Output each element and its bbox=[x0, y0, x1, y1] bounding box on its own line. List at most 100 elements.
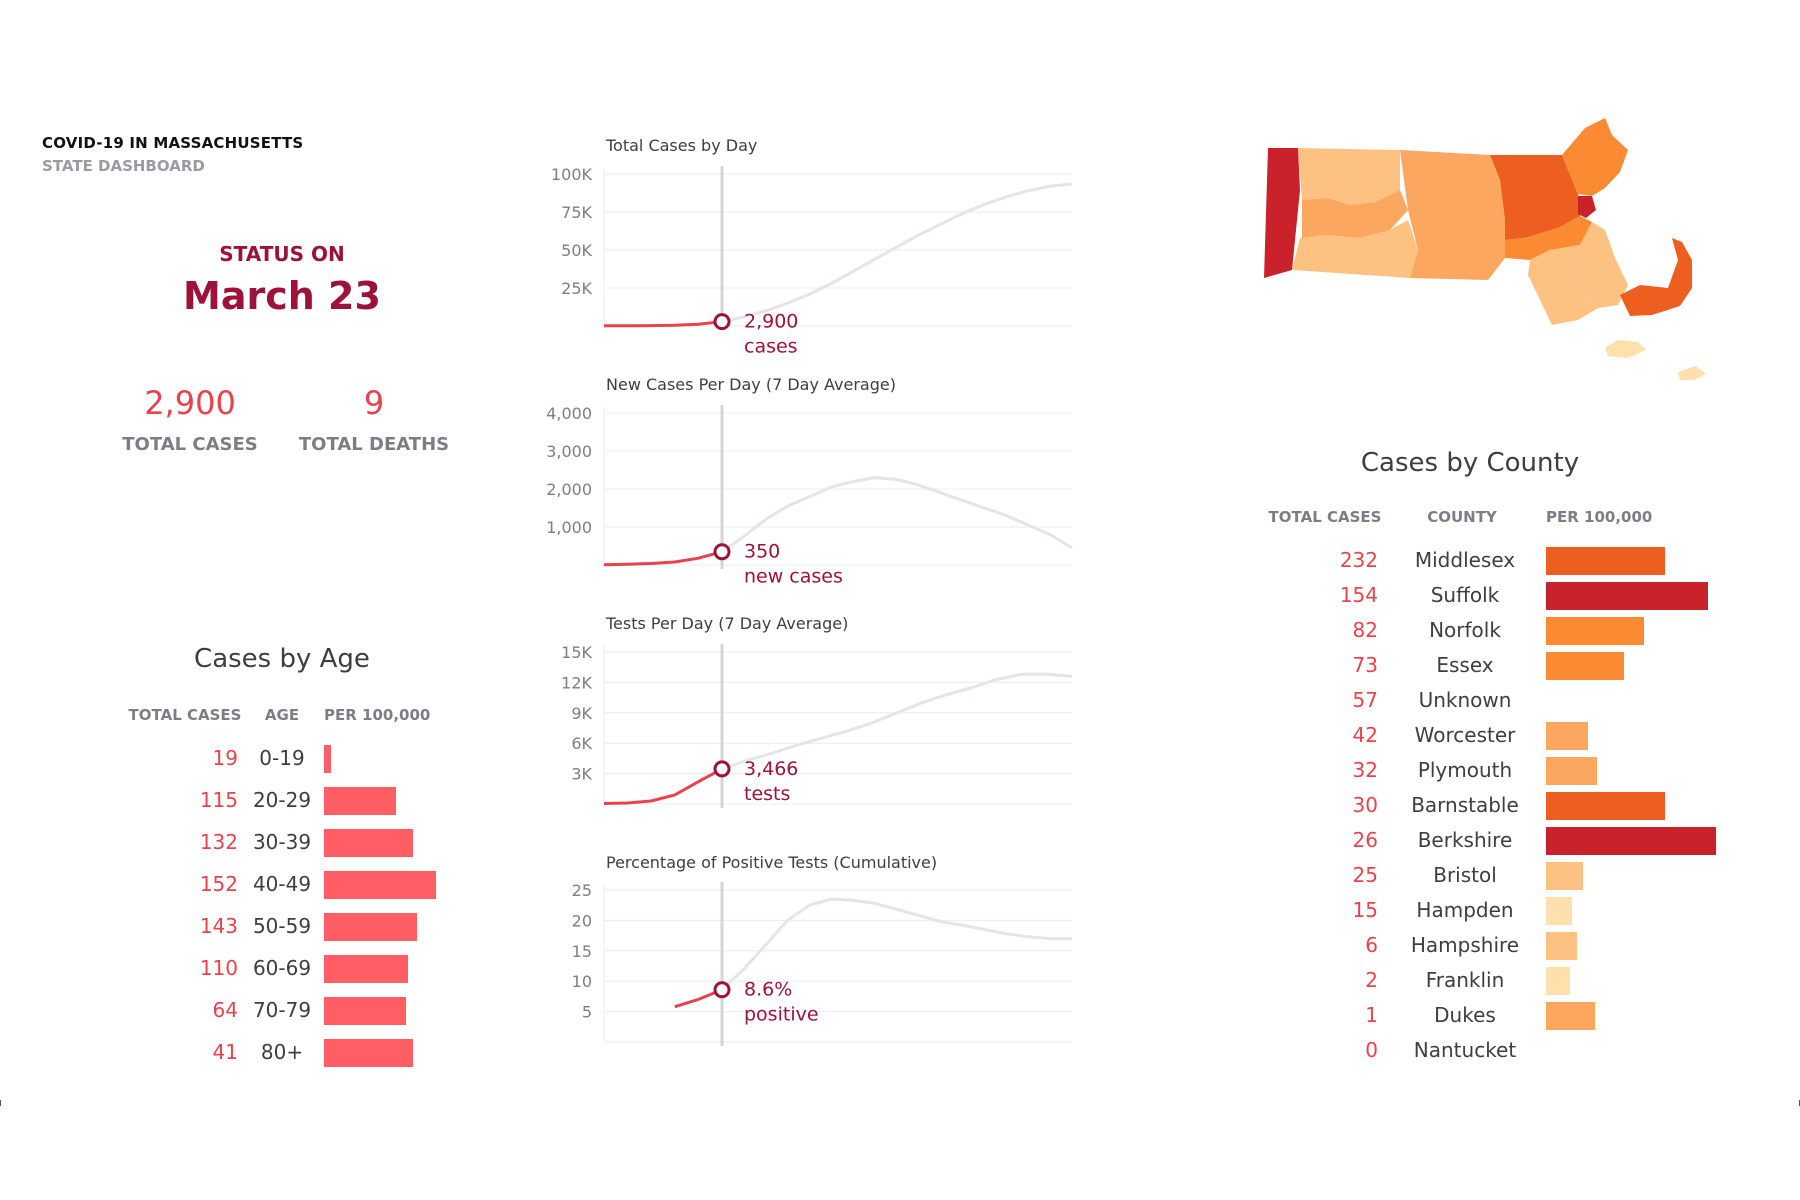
age-row-per-100k-bar bbox=[324, 829, 414, 857]
y-tick-label: 15 bbox=[572, 942, 592, 961]
county-section-title: Cases by County bbox=[1360, 448, 1580, 478]
total-cases-label: TOTAL CASES bbox=[122, 434, 258, 455]
age-row-label: 70-79 bbox=[252, 998, 312, 1022]
county-row-total-cases: 32 bbox=[1352, 758, 1378, 782]
age-row-per-100k-bar bbox=[324, 871, 436, 899]
age-row-total-cases: 19 bbox=[212, 746, 238, 770]
age-col-age: AGE bbox=[264, 706, 300, 724]
county-row-label: Dukes bbox=[1434, 1003, 1496, 1027]
county-berkshire bbox=[1264, 148, 1300, 278]
county-worcester bbox=[1400, 150, 1505, 280]
chart-title: Total Cases by Day bbox=[605, 136, 757, 155]
y-tick-label: 100K bbox=[551, 165, 593, 184]
annotation-label: tests bbox=[744, 783, 790, 805]
age-row-total-cases: 115 bbox=[199, 788, 238, 812]
county-essex bbox=[1562, 118, 1628, 196]
age-row-label: 0-19 bbox=[259, 746, 305, 770]
county-row-total-cases: 154 bbox=[1339, 583, 1378, 607]
annotation-label: cases bbox=[744, 336, 798, 358]
county-row-label: Nantucket bbox=[1413, 1038, 1517, 1062]
age-row-label: 50-59 bbox=[252, 914, 312, 938]
annotation-label: positive bbox=[744, 1004, 819, 1026]
chart-title: New Cases Per Day (7 Day Average) bbox=[606, 375, 896, 394]
y-tick-label: 50K bbox=[561, 241, 592, 260]
series-line-future bbox=[721, 672, 1073, 771]
age-row-per-100k-bar bbox=[324, 955, 408, 983]
county-row-label: Essex bbox=[1436, 653, 1494, 677]
county-row-per-100k-bar bbox=[1546, 967, 1570, 995]
county-row-total-cases: 2 bbox=[1365, 968, 1378, 992]
chart-title: Tests Per Day (7 Day Average) bbox=[605, 614, 848, 633]
y-tick-label: 2,000 bbox=[546, 480, 592, 499]
series-line-future bbox=[720, 897, 1072, 991]
county-row-label: Barnstable bbox=[1411, 793, 1519, 817]
age-row-per-100k-bar bbox=[324, 745, 331, 773]
age-section-title: Cases by Age bbox=[194, 644, 370, 674]
age-row-total-cases: 41 bbox=[212, 1040, 238, 1064]
county-plymouth bbox=[1572, 222, 1628, 308]
y-tick-label: 20 bbox=[572, 911, 592, 930]
annotation-value: 350 bbox=[744, 541, 780, 563]
current-value-marker bbox=[713, 760, 731, 778]
age-row-label: 20-29 bbox=[252, 788, 312, 812]
county-row-total-cases: 82 bbox=[1352, 618, 1378, 642]
county-row-total-cases: 232 bbox=[1339, 548, 1378, 572]
county-col-county: COUNTY bbox=[1427, 508, 1497, 526]
age-row-total-cases: 64 bbox=[212, 998, 238, 1022]
age-row-total-cases: 132 bbox=[199, 830, 238, 854]
current-value-marker bbox=[713, 313, 731, 331]
county-row-total-cases: 6 bbox=[1365, 933, 1378, 957]
county-row-per-100k-bar bbox=[1546, 617, 1644, 645]
y-tick-label: 12K bbox=[561, 673, 592, 692]
age-row-total-cases: 110 bbox=[199, 956, 238, 980]
age-row-label: 30-39 bbox=[252, 830, 312, 854]
current-value-marker bbox=[713, 543, 731, 561]
y-tick-label: 3K bbox=[571, 765, 592, 784]
county-row-total-cases: 1 bbox=[1365, 1003, 1378, 1027]
county-row-per-100k-bar bbox=[1546, 932, 1578, 960]
total-cases-value: 2,900 bbox=[144, 384, 236, 422]
age-row-per-100k-bar bbox=[324, 997, 407, 1025]
county-row-per-100k-bar bbox=[1546, 862, 1583, 890]
age-row-label: 60-69 bbox=[252, 956, 312, 980]
county-norfolk bbox=[1505, 216, 1592, 260]
total-deaths-value: 9 bbox=[363, 384, 385, 422]
county-middlesex bbox=[1490, 155, 1580, 240]
county-row-total-cases: 42 bbox=[1352, 723, 1378, 747]
county-row-per-100k-bar bbox=[1546, 897, 1573, 925]
current-value-marker bbox=[713, 981, 731, 999]
y-tick-label: 75K bbox=[561, 203, 592, 222]
county-row-total-cases: 73 bbox=[1352, 653, 1378, 677]
county-row-label: Franklin bbox=[1425, 968, 1505, 992]
series-line-future bbox=[721, 182, 1073, 324]
county-row-label: Plymouth bbox=[1417, 758, 1513, 782]
county-row-label: Norfolk bbox=[1429, 618, 1501, 642]
county-row-total-cases: 57 bbox=[1352, 688, 1378, 712]
chart-title: Percentage of Positive Tests (Cumulative… bbox=[606, 853, 937, 872]
age-row-total-cases: 143 bbox=[199, 914, 238, 938]
y-tick-label: 4,000 bbox=[546, 404, 592, 423]
annotation-label: new cases bbox=[744, 566, 843, 588]
county-suffolk bbox=[1578, 196, 1596, 218]
county-bristol bbox=[1528, 245, 1598, 325]
y-tick-label: 6K bbox=[571, 734, 592, 753]
series-line-future bbox=[721, 476, 1073, 553]
annotation-value: 2,900 bbox=[744, 311, 798, 333]
county-row-per-100k-bar bbox=[1546, 547, 1665, 575]
annotation-value: 3,466 bbox=[744, 758, 798, 780]
county-barnstable bbox=[1620, 238, 1692, 316]
y-tick-label: 1,000 bbox=[546, 518, 592, 537]
age-col-per-100k: PER 100,000 bbox=[324, 706, 431, 724]
y-tick-label: 25 bbox=[572, 881, 592, 900]
age-row-per-100k-bar bbox=[324, 913, 417, 941]
county-row-total-cases: 26 bbox=[1352, 828, 1378, 852]
age-row-label: 40-49 bbox=[252, 872, 312, 896]
edge-mark-left bbox=[0, 1100, 1, 1106]
y-tick-label: 3,000 bbox=[546, 442, 592, 461]
dashboard-subtitle: STATE DASHBOARD bbox=[42, 157, 205, 175]
county-row-total-cases: 0 bbox=[1365, 1038, 1378, 1062]
series-line-past bbox=[604, 320, 723, 328]
county-row-per-100k-bar bbox=[1546, 827, 1716, 855]
y-tick-label: 9K bbox=[571, 704, 592, 723]
